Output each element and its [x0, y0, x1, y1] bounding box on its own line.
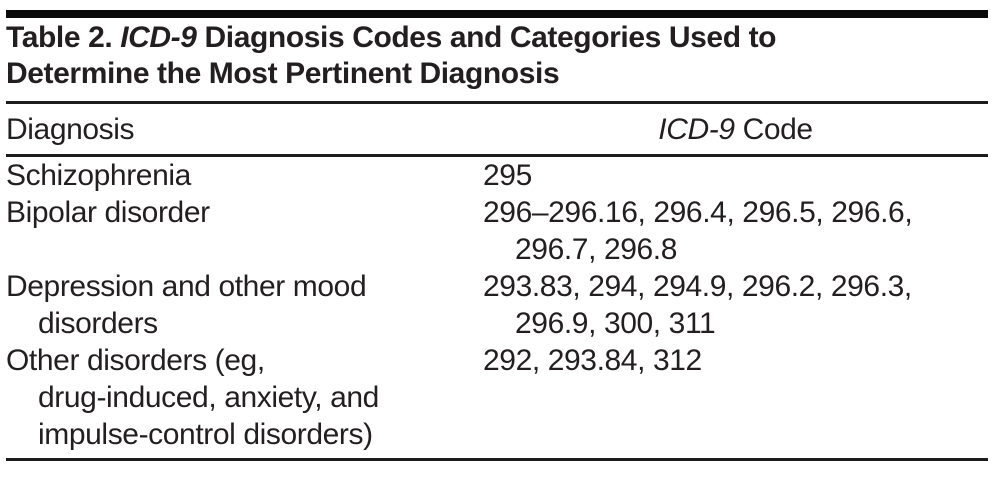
cell-line: disorders: [38, 307, 158, 340]
title-italic-icd9: ICD-9: [120, 21, 197, 54]
cell-line: Depression and other mood: [6, 270, 367, 303]
code-cell: 292, 293.84, 312: [483, 342, 988, 453]
cell-line: 293.83, 294, 294.9, 296.2, 296.3,: [483, 270, 912, 303]
title-line1-rest: Diagnosis Codes and Categories Used to: [196, 21, 777, 54]
diagnosis-column-header: Diagnosis: [6, 113, 135, 146]
cell-line: 296–296.16, 296.4, 296.5, 296.6,: [483, 196, 913, 229]
table-title: Table 2. ICD-9 Diagnosis Codes and Categ…: [6, 20, 988, 92]
rule-under-header: [6, 154, 988, 157]
column-header-row: Diagnosis ICD-9 Code: [6, 111, 988, 148]
code-cell: 293.83, 294, 294.9, 296.2, 296.3, 296.9, …: [483, 268, 988, 342]
table-content: Table 2. ICD-9 Diagnosis Codes and Categ…: [6, 10, 988, 461]
cell-line: 296.7, 296.8: [515, 233, 678, 266]
title-prefix: Table 2.: [6, 21, 121, 54]
table-top-bar: [6, 10, 988, 18]
table-bottom-rule: [6, 458, 988, 461]
code-cell: 296–296.16, 296.4, 296.5, 296.6, 296.7, 2…: [483, 194, 988, 268]
diagnosis-cell: Bipolar disorder: [6, 194, 483, 268]
table-row: Schizophrenia 295: [6, 157, 988, 194]
diagnosis-cell: Schizophrenia: [6, 157, 483, 194]
table-figure: Table 2. ICD-9 Diagnosis Codes and Categ…: [0, 10, 999, 486]
code-header-rest: Code: [734, 113, 814, 146]
cell-line: Other disorders (eg,: [6, 344, 265, 377]
table-body: Schizophrenia 295 Bipolar disorder 296–296.…: [6, 157, 988, 453]
cell-line: drug-induced, anxiety, and: [38, 381, 379, 414]
cell-line: 292, 293.84, 312: [483, 344, 702, 377]
rule-under-title: [6, 101, 988, 104]
code-cell: 295: [483, 157, 988, 194]
cell-line: Bipolar disorder: [6, 196, 210, 229]
table-row: Depression and other mood disorders 293.83…: [6, 268, 988, 342]
diagnosis-cell: Depression and other mood disorders: [6, 268, 483, 342]
code-column-header: ICD-9 Code: [483, 111, 988, 148]
table-row: Other disorders (eg, drug-induced, anxiet…: [6, 342, 988, 453]
title-line2: Determine the Most Pertinent Diagnosis: [6, 57, 560, 90]
cell-line: Schizophrenia: [6, 159, 191, 192]
table-row: Bipolar disorder 296–296.16, 296.4, 296.5…: [6, 194, 988, 268]
cell-line: 296.9, 300, 311: [515, 307, 716, 340]
diagnosis-cell: Other disorders (eg, drug-induced, anxiet…: [6, 342, 483, 453]
cell-line: impulse-control disorders): [38, 418, 373, 451]
cell-line: 295: [483, 159, 532, 192]
code-header-italic-icd9: ICD-9: [658, 113, 735, 146]
